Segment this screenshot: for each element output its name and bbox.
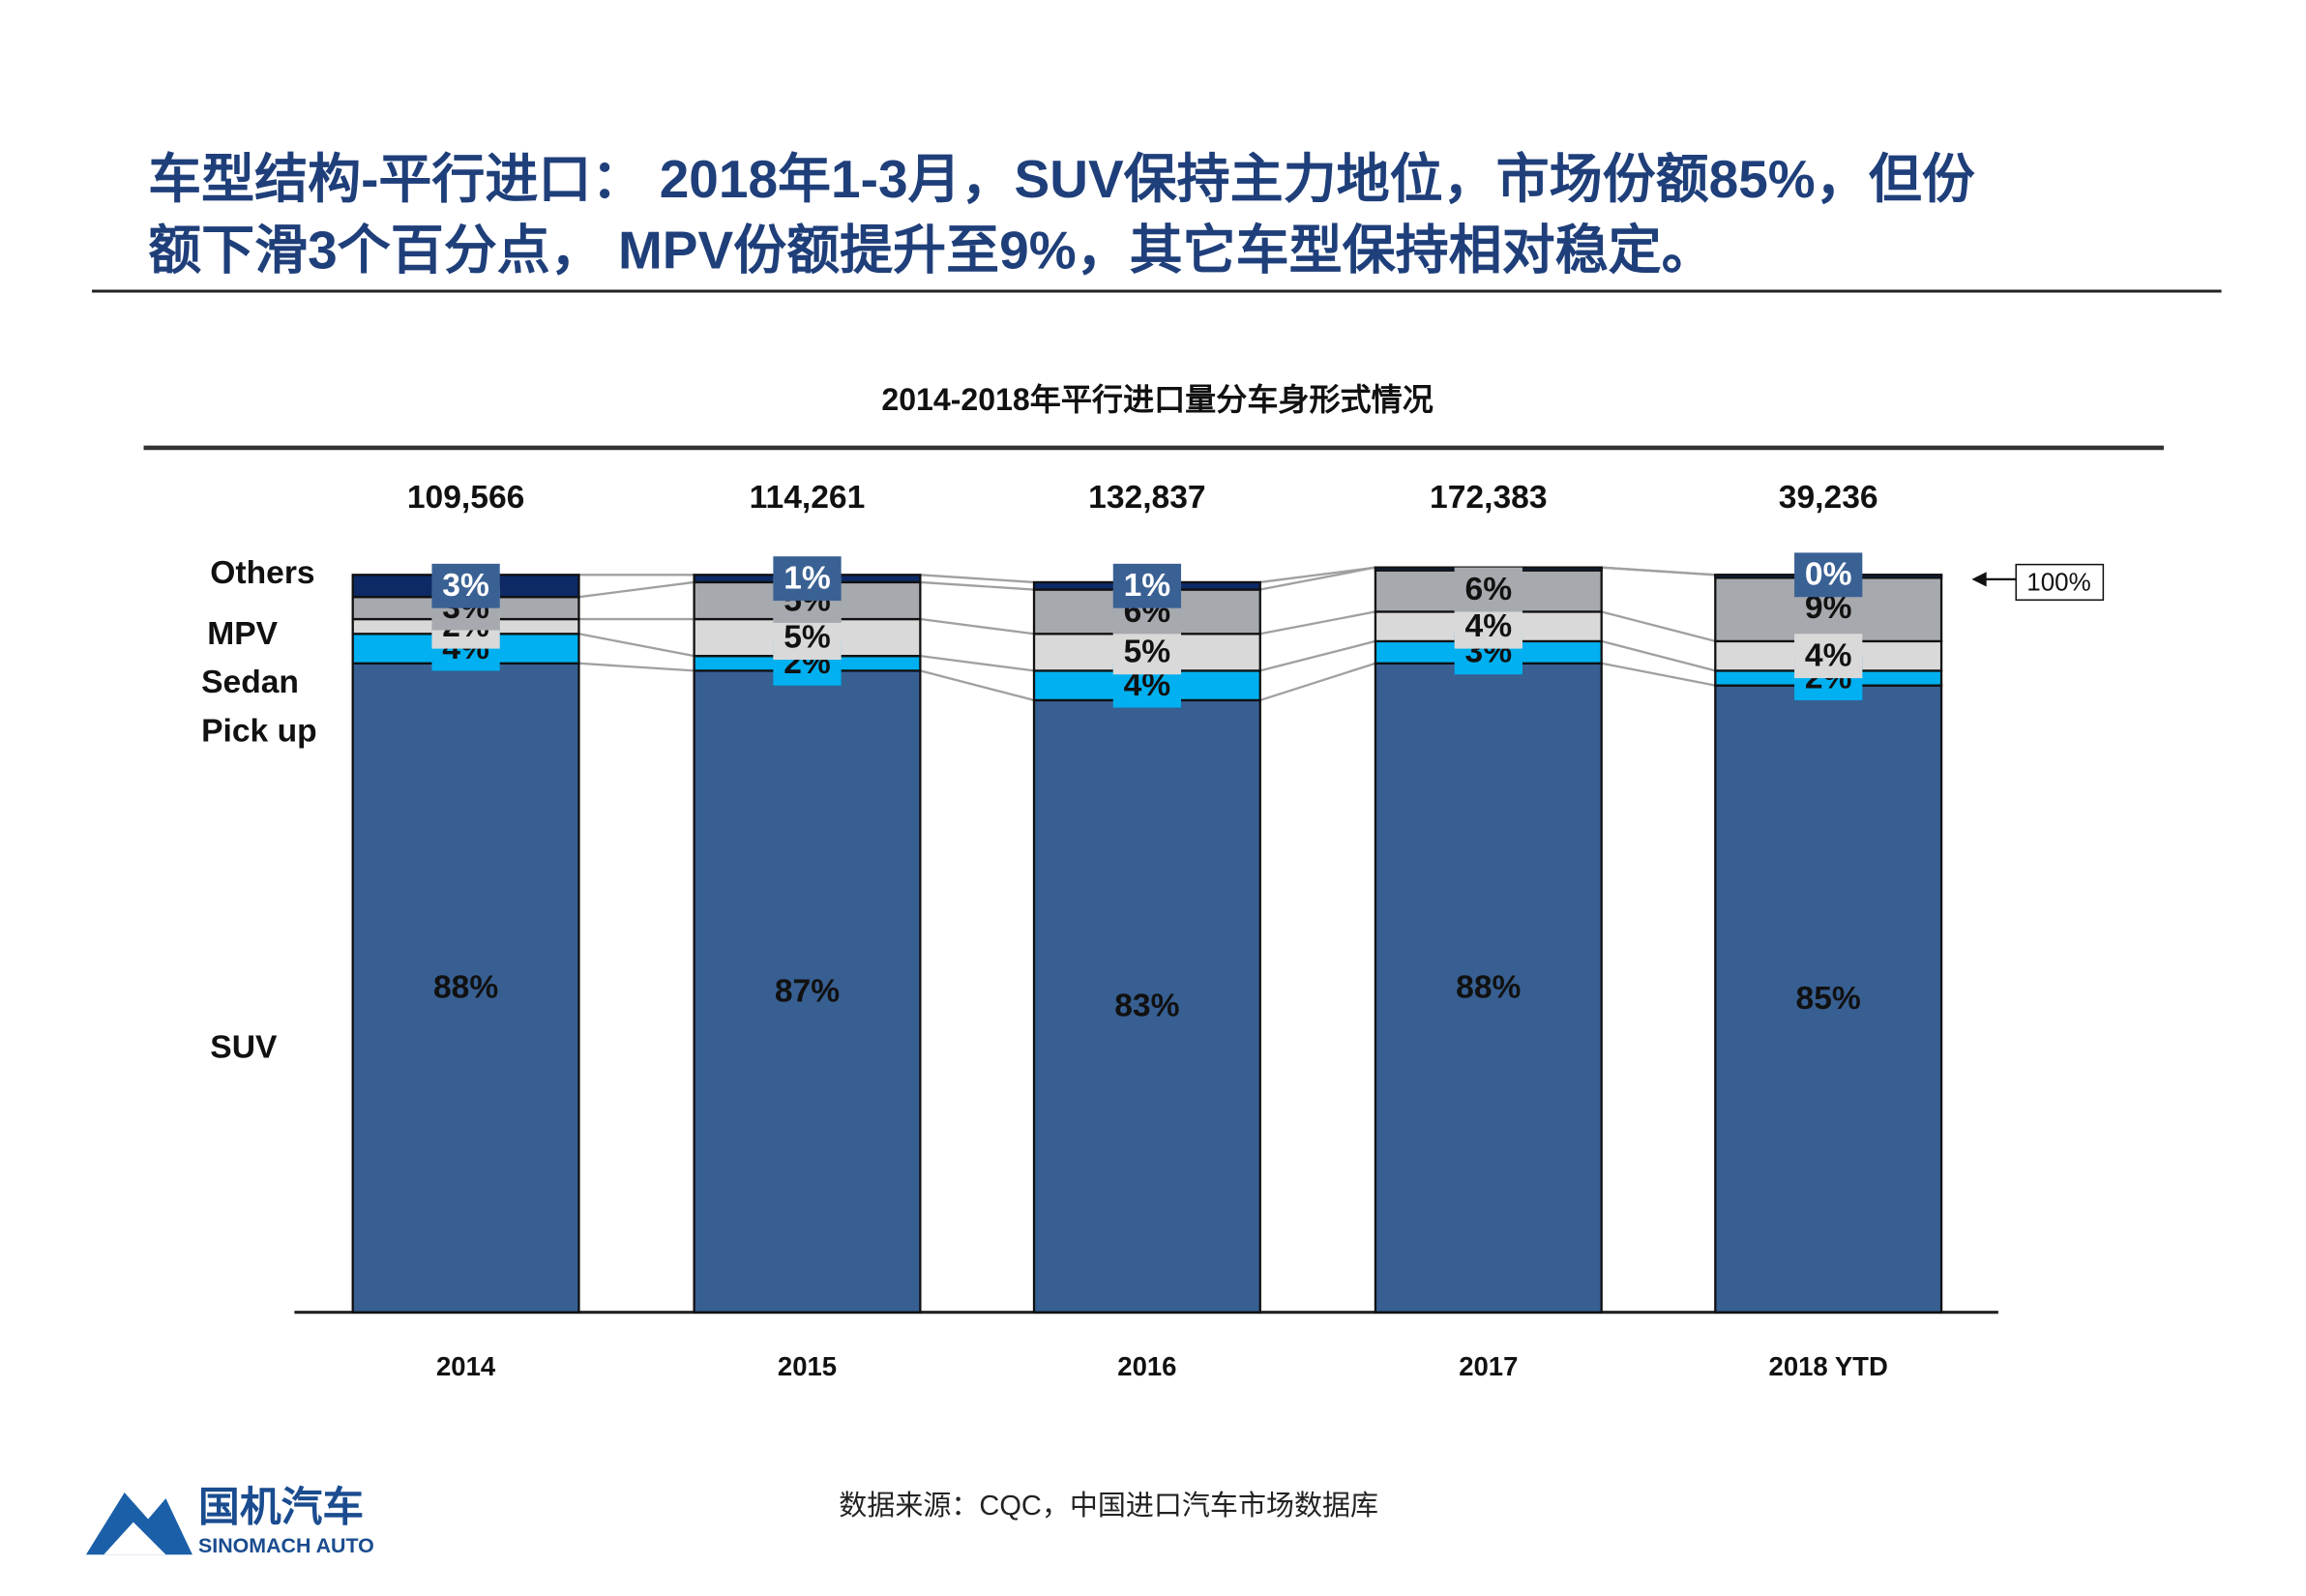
series-label: Sedan [201,665,299,700]
bar-segment [1714,684,1943,1314]
connector [578,580,695,599]
value-label: 85% [1796,981,1861,1017]
connector [1601,610,1716,643]
bar-segment [693,669,922,1314]
series-label: Pick up [201,714,317,750]
labels: 2014109,56688%4%2%3%3%2015114,26187%2%5%… [407,480,1888,1381]
label-box [431,563,500,608]
value-label: 3% [442,568,489,604]
connector [1259,566,1376,591]
logo-text: 国机汽车 [198,1485,364,1531]
x-tick-label: 2014 [436,1351,496,1381]
x-tick-label: 2018 YTD [1769,1351,1888,1381]
connectors [578,566,1716,702]
connector [920,574,1035,584]
connector [578,662,695,672]
connector [920,617,1035,635]
total-label: 39,236 [1779,480,1878,516]
value-label: 88% [433,970,498,1006]
total-label: 114,261 [750,480,866,516]
connector [578,633,695,658]
connector [1259,662,1376,701]
bar-segment [1032,698,1261,1314]
value-label: 87% [775,973,840,1009]
value-label: 5% [1124,635,1171,670]
label-box [1794,634,1863,679]
value-label: 6% [1465,572,1513,607]
value-label: 1% [1124,568,1171,604]
label-box [1794,552,1863,598]
series-label: Others [210,555,314,591]
arrow-head [1971,572,1987,587]
annotation-box [2015,563,2105,602]
label-box [1454,567,1523,612]
value-label: 4% [1465,608,1513,644]
connector [1259,639,1376,672]
value-label: 88% [1456,970,1521,1006]
connector [920,655,1035,672]
value-label: 5% [783,620,831,656]
logo-mark [85,1493,192,1555]
title-line: 车型结构-平行进口： 2018年1-3月，SUV保持主力地位，市场份额85%，但… [148,149,1975,209]
x-tick-label: 2015 [778,1351,837,1381]
x-tick-label: 2016 [1117,1351,1176,1381]
total-label: 172,383 [1430,480,1548,516]
x-tick-label: 2017 [1459,1351,1518,1381]
total-label: 109,566 [407,480,525,516]
bar-segment [1374,662,1603,1314]
value-label: 4% [1805,638,1852,674]
connector [1601,662,1716,687]
label-box [773,556,842,602]
chart-title: 2014-2018年平行进口量分车身形式情况 [881,382,1433,417]
connector [1601,639,1716,672]
logo-mark [103,1522,166,1555]
plot: 2014109,56688%4%2%3%3%2015114,26187%2%5%… [351,480,1943,1381]
series-label: MPV [207,616,278,652]
total-label: 132,837 [1088,480,1206,516]
value-label: 1% [783,561,831,597]
connector [1259,610,1376,635]
annotation: 100% [2026,567,2090,596]
logo-text: SINOMACH AUTO [198,1534,374,1557]
label-box [1112,563,1182,608]
value-label: 0% [1805,557,1852,593]
title-line: 额下滑3个百分点， MPV份额提升至9%，其它车型保持相对稳定。 [148,220,1715,280]
connector [920,669,1035,702]
value-label: 83% [1114,989,1179,1024]
label-box [1112,630,1182,675]
source: 数据来源：CQC，中国进口汽车市场数据库 [839,1490,1378,1522]
connector [1259,566,1376,584]
connector [920,580,1035,591]
series-label: SUV [210,1030,278,1066]
bar-segment [351,662,580,1314]
connector [1601,566,1716,576]
